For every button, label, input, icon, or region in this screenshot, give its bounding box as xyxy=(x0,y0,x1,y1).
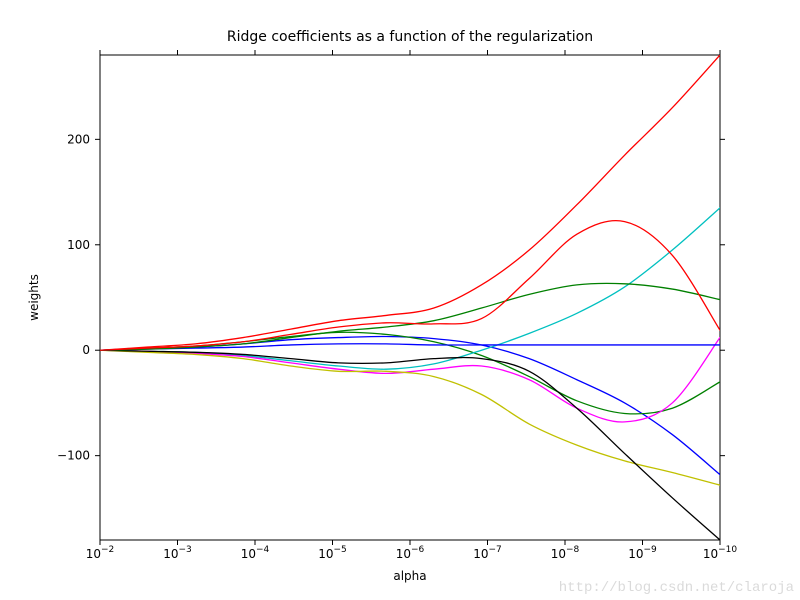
y-tick-label: 0 xyxy=(82,343,90,357)
plot-frame xyxy=(100,55,720,540)
x-axis-label: alpha xyxy=(393,569,426,583)
chart-title: Ridge coefficients as a function of the … xyxy=(227,29,593,45)
y-axis-label: weights xyxy=(27,274,41,321)
y-tick-label: 100 xyxy=(67,238,90,252)
y-tick-label: −100 xyxy=(57,449,90,463)
ridge-chart: −1000100200 10−210−310−410−510−610−710−8… xyxy=(0,0,800,600)
y-tick-label: 200 xyxy=(67,132,90,146)
